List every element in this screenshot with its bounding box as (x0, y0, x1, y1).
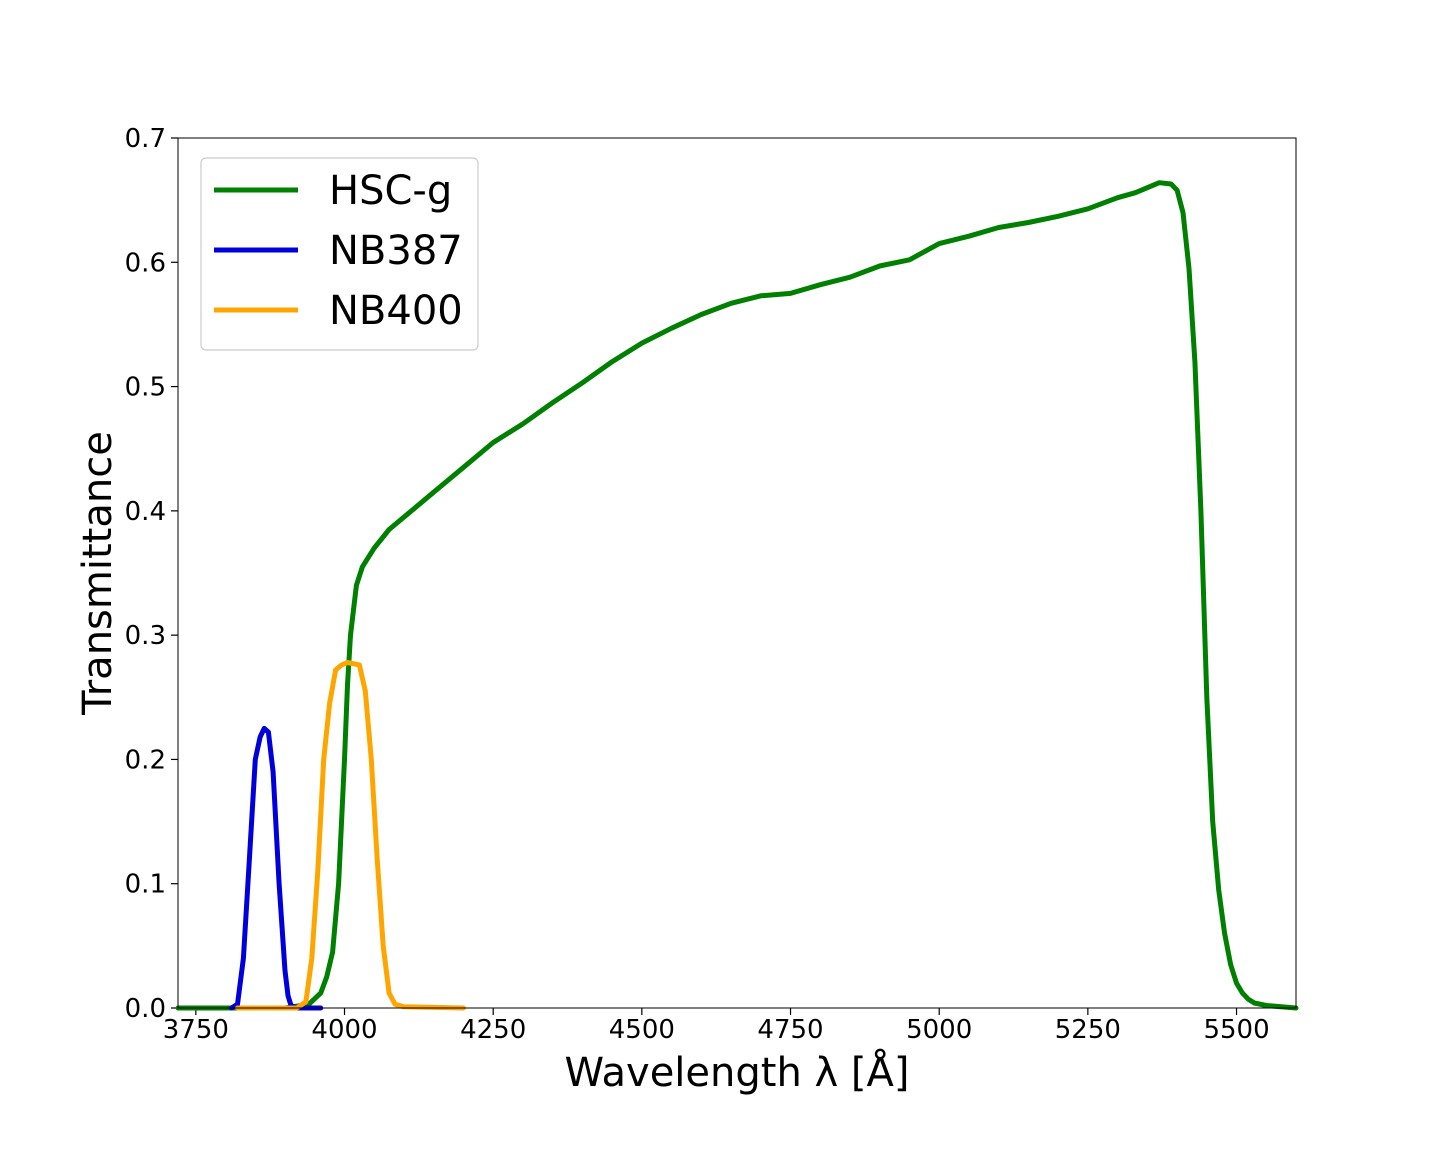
y-tick-label: 0.4 (125, 497, 166, 527)
y-tick-label: 0.3 (125, 621, 166, 651)
plot-frame (177, 137, 1297, 1009)
y-axis-label: Transmittance (75, 431, 121, 716)
x-tick-label: 4500 (609, 1015, 675, 1045)
y-tick-label: 0.7 (125, 124, 166, 154)
y-tick-label: 0.1 (125, 870, 166, 900)
plot-lines (175, 180, 1299, 1011)
series-line-hsc-g (175, 180, 1299, 1011)
y-tick-label: 0.2 (125, 745, 166, 775)
y-tick-label: 0.0 (125, 994, 166, 1024)
series-line-nb387 (229, 725, 324, 1011)
y-tick-label: 0.6 (125, 248, 166, 278)
legend: HSC-g NB387 NB400 (200, 157, 479, 351)
x-axis-label: Wavelength λ [Å] (565, 1048, 910, 1096)
series-line-nb400 (235, 660, 466, 1011)
x-tick-label: 4750 (757, 1015, 823, 1045)
legend-label-nb387: NB387 (329, 228, 463, 274)
x-tick-label: 5500 (1203, 1015, 1269, 1045)
x-tick-label: 4000 (311, 1015, 377, 1045)
legend-box (200, 157, 479, 351)
x-tick-label: 5000 (906, 1015, 972, 1045)
y-tick-label: 0.5 (125, 373, 166, 403)
ticks-group: 3750 4000 4250 4500 4750 5000 5250 5500 0.0 0.1 0.… (125, 124, 1270, 1045)
x-tick-label: 5250 (1055, 1015, 1121, 1045)
x-tick-label: 3750 (163, 1015, 229, 1045)
x-tick-label: 4250 (460, 1015, 526, 1045)
legend-label-nb400: NB400 (329, 288, 463, 334)
legend-label-hsc-g: HSC-g (329, 168, 452, 214)
